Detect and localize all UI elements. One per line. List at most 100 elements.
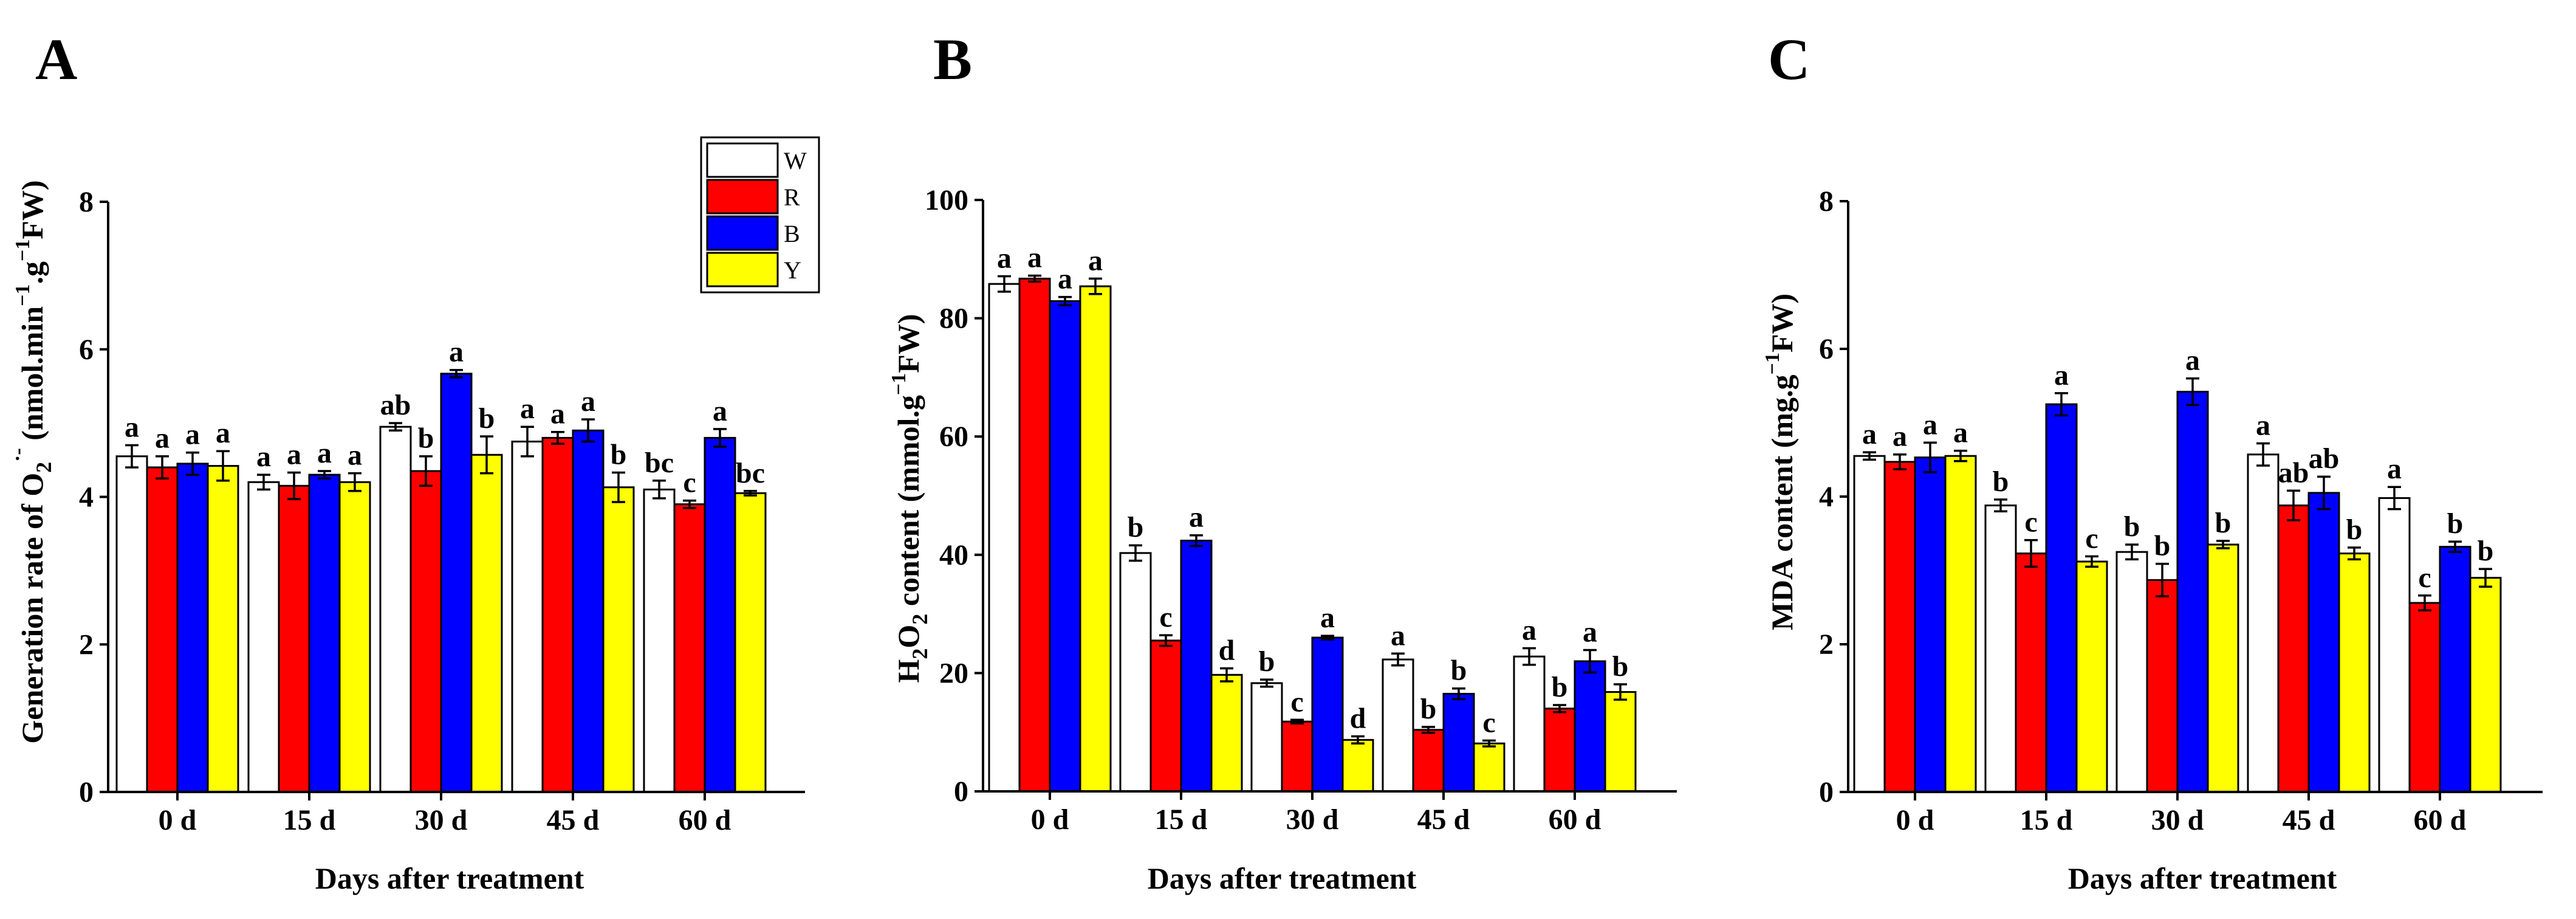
significance-label: a — [2185, 345, 2200, 377]
significance-label: ab — [380, 389, 411, 421]
bar-b-15d — [2045, 403, 2078, 793]
significance-label: a — [317, 437, 332, 469]
significance-label: a — [1893, 421, 1907, 453]
y-tick-label: 0 — [79, 776, 94, 808]
bar-w-15d — [1119, 552, 1152, 793]
error-bar — [653, 480, 666, 500]
error-bar — [156, 455, 169, 480]
axes: 0 2 4 6 8 0 d 15 d 30 d 45 d 60 d — [1819, 185, 2543, 836]
x-tick-label: 15 d — [1155, 804, 1208, 836]
significance-label: a — [155, 422, 170, 455]
error-bar — [2448, 540, 2462, 553]
significance-label: b — [611, 438, 627, 470]
error-bar — [1863, 451, 1876, 461]
error-bar — [1954, 449, 1967, 463]
error-bar — [1994, 498, 2007, 513]
significance-label: b — [1259, 645, 1275, 678]
error-bar — [581, 418, 595, 443]
significance-label: b — [1993, 466, 2009, 498]
error-bar — [521, 425, 534, 458]
significance-label: a — [1088, 244, 1103, 277]
y-tick-label: 80 — [939, 303, 968, 335]
legend-swatch-w — [706, 142, 779, 178]
bar-r-45d — [1412, 729, 1445, 793]
significance-label: bc — [736, 457, 765, 489]
significance-label: a — [256, 441, 271, 473]
error-bar — [1190, 534, 1203, 547]
bar-w-15d — [1984, 504, 2017, 793]
significance-label: a — [1391, 619, 1405, 652]
significance-label: ab — [2309, 442, 2340, 475]
significance-label: a — [1583, 616, 1597, 648]
error-bar — [389, 422, 402, 432]
bar-w-15d — [247, 481, 280, 793]
significance-label: b — [2478, 535, 2494, 567]
error-bar — [2256, 442, 2270, 467]
error-bar — [1923, 441, 1937, 473]
legend-swatch-y — [706, 252, 779, 287]
significance-label: a — [581, 385, 595, 418]
error-bar — [257, 473, 270, 491]
x-tick-label: 30 d — [1286, 804, 1339, 836]
error-bar — [2055, 392, 2068, 417]
bar-r-60d — [2408, 602, 2441, 793]
error-bar — [744, 490, 757, 497]
error-bar — [216, 450, 230, 482]
error-bar — [713, 428, 727, 448]
significance-label: b — [1552, 671, 1568, 703]
y-tick-label: 8 — [79, 186, 94, 218]
significance-label: a — [1953, 417, 1968, 449]
y-tick-label: 4 — [1819, 481, 1834, 513]
bar-y-60d — [1604, 691, 1637, 793]
bar-w-45d — [511, 440, 544, 793]
panel-letter-c: C — [1768, 27, 1810, 92]
y-tick-label: 2 — [79, 628, 94, 661]
y-tick-label: 0 — [954, 776, 968, 808]
error-bar — [2479, 568, 2492, 588]
error-bar — [2186, 377, 2199, 407]
significance-label: a — [1923, 408, 1937, 441]
bar-w-0d — [988, 283, 1021, 793]
error-bar — [2348, 546, 2361, 561]
x-tick-label: 60 d — [1549, 804, 1601, 836]
bar-r-15d — [278, 484, 310, 793]
bar-b-60d — [704, 436, 736, 793]
significance-label: b — [1420, 693, 1437, 725]
y-tick-label: 8 — [1819, 185, 1834, 218]
bar-b-45d — [1442, 692, 1475, 793]
error-bar — [1058, 295, 1072, 306]
significance-label: a — [520, 393, 535, 425]
error-bar — [2287, 489, 2300, 521]
significance-label: a — [550, 398, 565, 430]
x-tick-label: 30 d — [2151, 804, 2204, 836]
bar-y-0d — [1944, 455, 1977, 793]
error-bar — [551, 430, 564, 445]
bar-b-60d — [2439, 546, 2472, 793]
significance-label: a — [1027, 242, 1042, 274]
axes: 0 2 4 6 8 0 d 15 d 30 d 45 d 60 d — [79, 186, 805, 836]
significance-label: b — [2124, 511, 2140, 543]
bar-r-15d — [2015, 552, 2047, 793]
significance-label: c — [1482, 706, 1495, 738]
bar-y-45d — [2338, 552, 2371, 793]
significance-label: ab — [2278, 456, 2309, 489]
axes: 0 20 40 60 80 100 0 d 15 d 30 d 45 d 60 d — [925, 184, 1677, 836]
legend-label-w: W — [784, 147, 807, 174]
x-tick-label: 60 d — [679, 804, 731, 836]
error-bar — [1321, 635, 1334, 641]
significance-label: a — [185, 419, 200, 451]
significance-label: c — [1159, 601, 1172, 633]
error-bar — [1089, 277, 1102, 295]
significance-label: a — [449, 336, 464, 368]
bar-y-45d — [1473, 742, 1506, 793]
y-tick-label: 60 — [939, 421, 968, 453]
bar-w-60d — [1513, 655, 1546, 793]
significance-label: b — [2215, 507, 2232, 539]
bar-y-60d — [734, 492, 767, 793]
x-axis-title: Days after treatment — [2068, 861, 2337, 895]
y-tick-label: 4 — [79, 481, 94, 514]
bar-b-30d — [1311, 636, 1344, 793]
bar-w-30d — [2115, 551, 2148, 793]
